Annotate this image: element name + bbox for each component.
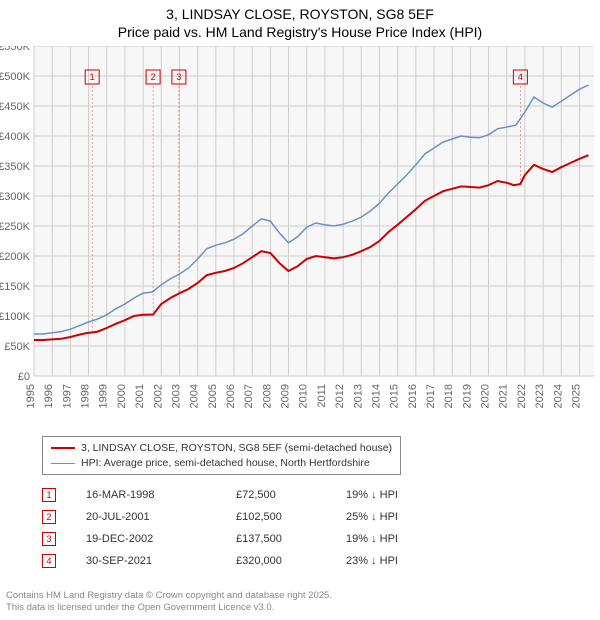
y-tick-label: £350K	[0, 161, 31, 173]
x-tick-label: 2018	[443, 384, 455, 408]
x-tick-label: 2025	[570, 384, 582, 408]
y-tick-label: £150K	[0, 281, 31, 293]
event-marker-box: 4	[42, 554, 56, 568]
x-tick-label: 1999	[98, 384, 110, 408]
line-chart: £0 £50K £100K £150K £200K £250K £300K £350K £400…	[0, 46, 600, 432]
x-tick-label: 2014	[370, 384, 382, 408]
event-price: £137,500	[236, 533, 346, 545]
event-price: £102,500	[236, 511, 346, 523]
x-tick-label: 2007	[243, 384, 255, 408]
legend-row-hpi: HPI: Average price, semi-detached house,…	[51, 456, 392, 471]
event-date: 20-JUL-2001	[86, 511, 236, 523]
event-marker-box: 2	[42, 510, 56, 524]
x-tick-label: 2011	[316, 384, 328, 408]
event-date: 30-SEP-2021	[86, 555, 236, 567]
y-tick-label: £400K	[0, 131, 31, 143]
event-delta: 19% ↓ HPI	[346, 489, 446, 501]
marker-number: 3	[176, 72, 181, 82]
legend-swatch-blue	[51, 463, 75, 464]
x-tick-label: 1997	[61, 384, 73, 408]
legend-row-price-paid: 3, LINDSAY CLOSE, ROYSTON, SG8 5EF (semi…	[51, 441, 392, 456]
y-tick-label: £0	[18, 371, 30, 383]
x-tick-label: 2020	[480, 384, 492, 408]
x-tick-label: 2022	[516, 384, 528, 408]
events-table: 116-MAR-1998£72,50019% ↓ HPI220-JUL-2001…	[42, 484, 446, 572]
marker-number: 1	[90, 72, 95, 82]
chart-container: 3, LINDSAY CLOSE, ROYSTON, SG8 5EF Price…	[0, 0, 600, 620]
x-tick-label: 2023	[534, 384, 546, 408]
x-tick-label: 1995	[25, 384, 37, 408]
y-tick-label: £300K	[0, 191, 31, 203]
footer-line1: Contains HM Land Registry data © Crown c…	[6, 590, 332, 602]
event-marker-box: 1	[42, 488, 56, 502]
y-tick-label: £200K	[0, 251, 31, 263]
event-date: 16-MAR-1998	[86, 489, 236, 501]
event-row: 3 19-DEC-2002£137,50019% ↓ HPI	[42, 528, 446, 550]
event-price: £320,000	[236, 555, 346, 567]
x-tick-label: 2009	[280, 384, 292, 408]
marker-number: 2	[151, 72, 156, 82]
event-row: 2 20-JUL-2001£102,50025% ↓ HPI	[42, 506, 446, 528]
event-delta: 23% ↓ HPI	[346, 555, 446, 567]
y-tick-label: £50K	[4, 341, 30, 353]
y-tick-label: £450K	[0, 101, 31, 113]
x-tick-label: 2001	[134, 384, 146, 408]
x-tick-label: 2013	[352, 384, 364, 408]
legend-swatch-red	[51, 447, 75, 449]
x-tick-label: 2002	[152, 384, 164, 408]
x-tick-label: 2021	[498, 384, 510, 408]
x-tick-label: 2008	[261, 384, 273, 408]
footer-line2: This data is licensed under the Open Gov…	[6, 602, 332, 614]
event-delta: 25% ↓ HPI	[346, 511, 446, 523]
x-tick-label: 2004	[189, 384, 201, 408]
event-date: 19-DEC-2002	[86, 533, 236, 545]
y-tick-label: £550K	[0, 46, 31, 53]
x-tick-label: 2000	[116, 384, 128, 408]
marker-number: 4	[518, 72, 523, 82]
title-line1: 3, LINDSAY CLOSE, ROYSTON, SG8 5EF	[0, 6, 600, 24]
x-tick-label: 2003	[170, 384, 182, 408]
x-tick-label: 2016	[407, 384, 419, 408]
event-price: £72,500	[236, 489, 346, 501]
title-line2: Price paid vs. HM Land Registry's House …	[0, 24, 600, 42]
event-delta: 19% ↓ HPI	[346, 533, 446, 545]
legend-label: HPI: Average price, semi-detached house,…	[81, 456, 370, 471]
x-tick-label: 2010	[298, 384, 310, 408]
y-tick-label: £500K	[0, 71, 31, 83]
legend: 3, LINDSAY CLOSE, ROYSTON, SG8 5EF (semi…	[42, 436, 401, 475]
y-tick-label: £100K	[0, 311, 31, 323]
event-row: 4 30-SEP-2021£320,00023% ↓ HPI	[42, 550, 446, 572]
x-tick-label: 1998	[80, 384, 92, 408]
footer: Contains HM Land Registry data © Crown c…	[6, 590, 332, 614]
legend-label: 3, LINDSAY CLOSE, ROYSTON, SG8 5EF (semi…	[81, 441, 392, 456]
x-tick-label: 2024	[552, 384, 564, 408]
y-tick-label: £250K	[0, 221, 31, 233]
x-tick-label: 2015	[389, 384, 401, 408]
x-tick-label: 2006	[225, 384, 237, 408]
x-tick-label: 2017	[425, 384, 437, 408]
x-tick-label: 2012	[334, 384, 346, 408]
title-block: 3, LINDSAY CLOSE, ROYSTON, SG8 5EF Price…	[0, 0, 600, 41]
x-tick-label: 2005	[207, 384, 219, 408]
x-tick-label: 2019	[461, 384, 473, 408]
x-tick-label: 1996	[43, 384, 55, 408]
event-row: 1 16-MAR-1998£72,50019% ↓ HPI	[42, 484, 446, 506]
event-marker-box: 3	[42, 532, 56, 546]
